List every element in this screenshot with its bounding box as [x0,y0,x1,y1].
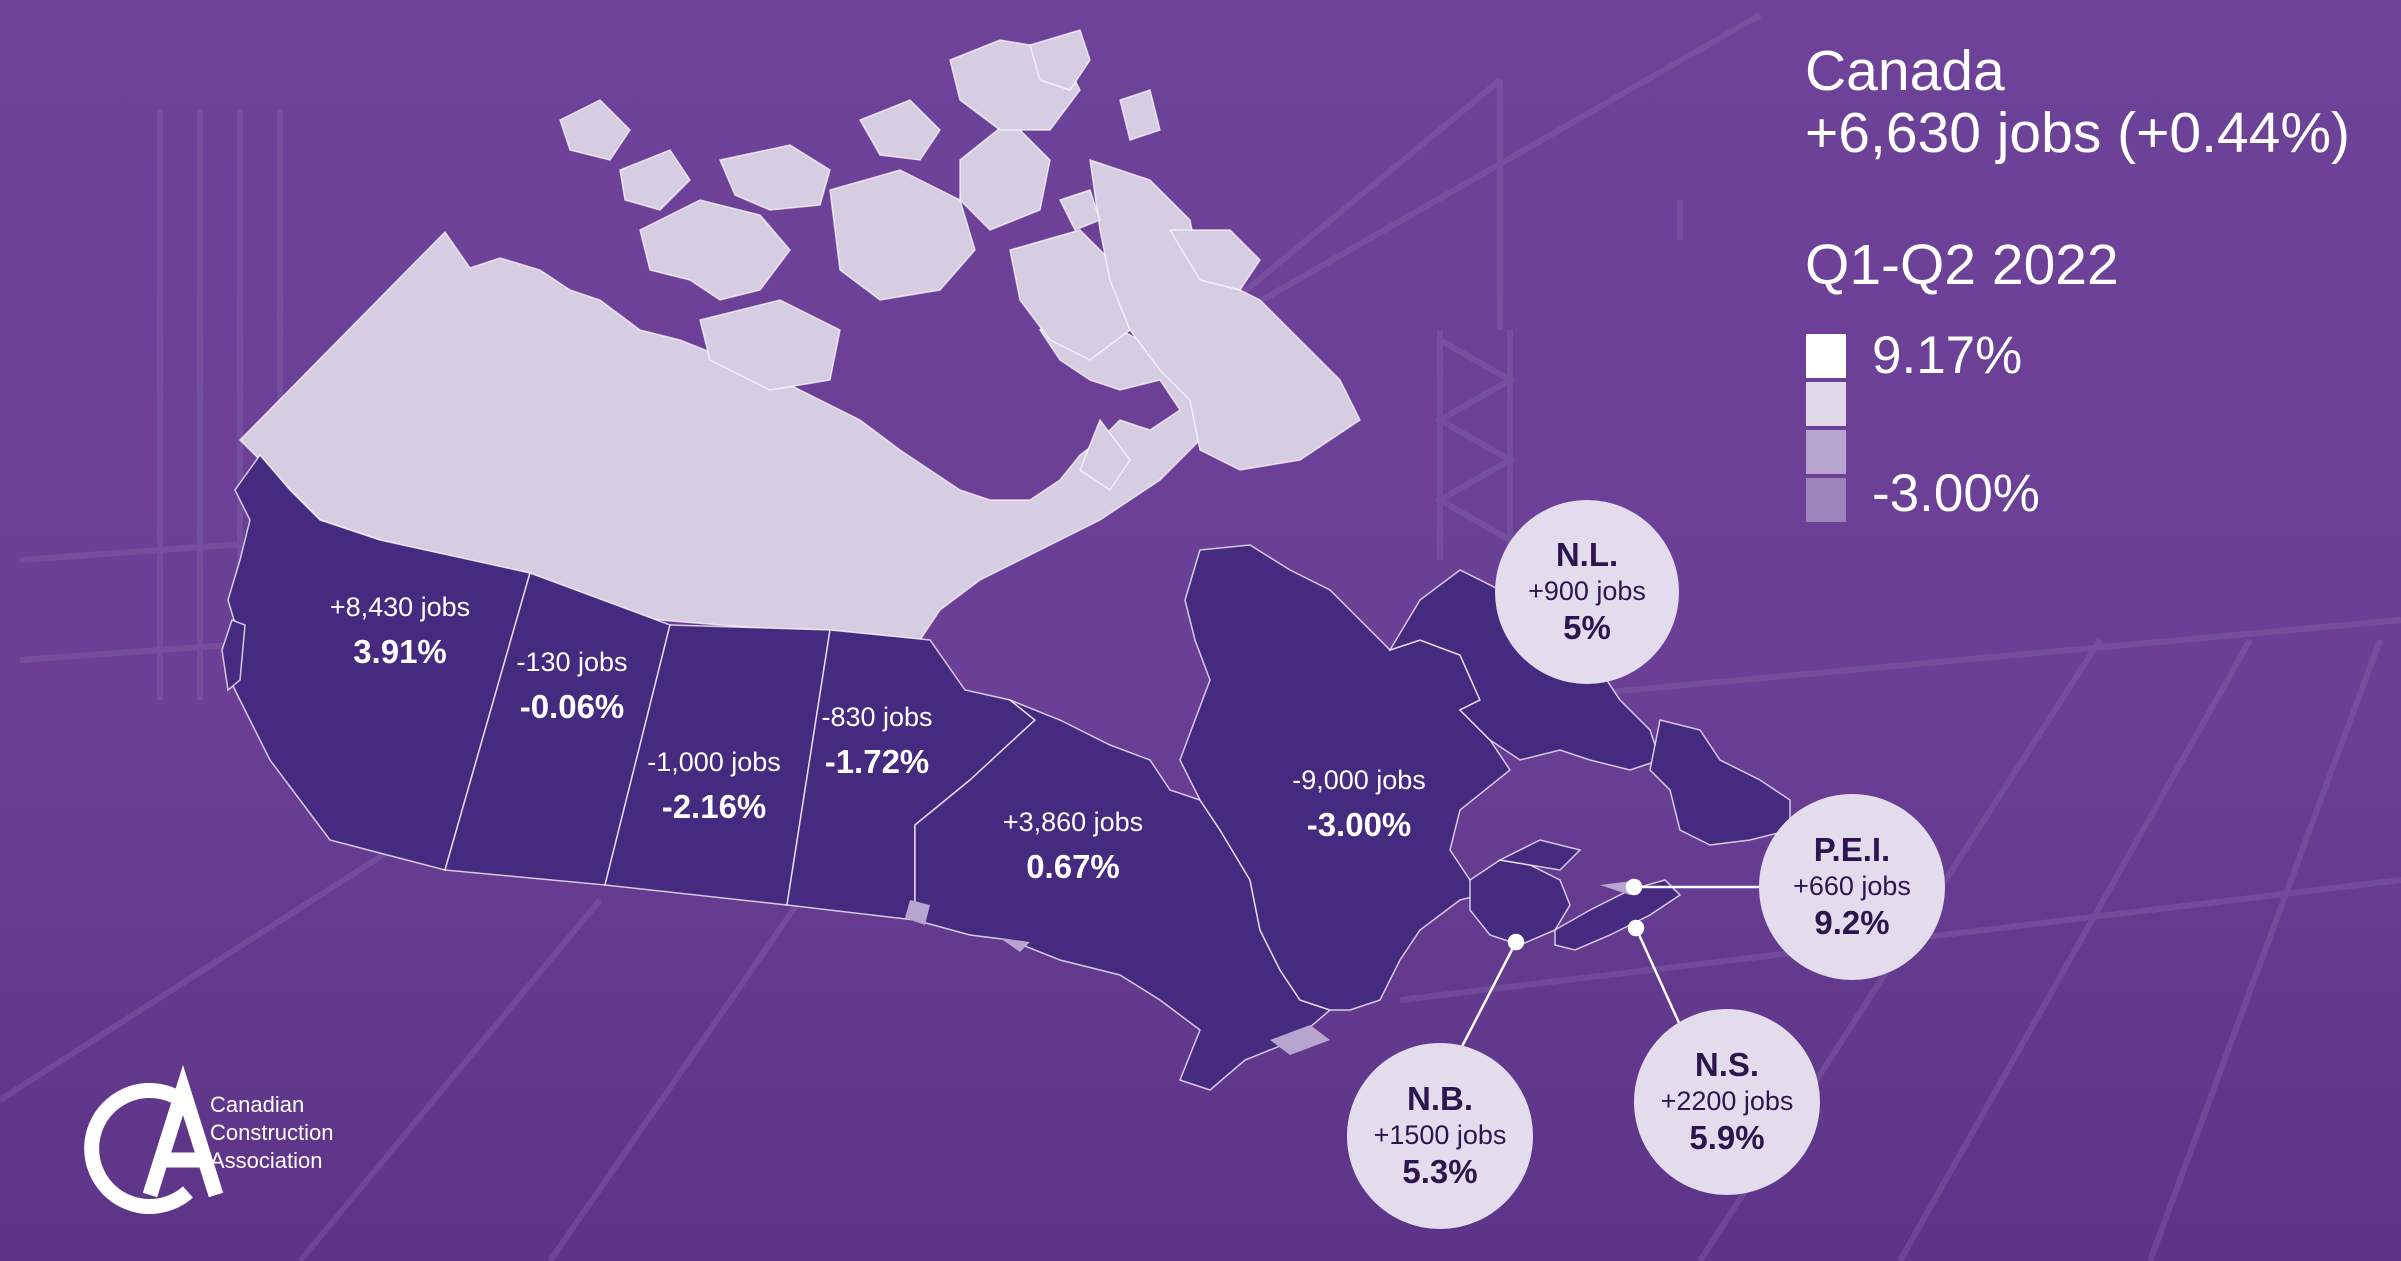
pei-pct: 9.2% [1814,904,1890,941]
legend-swatch-4 [1806,478,1846,522]
province-label-ab: -130 jobs -0.06% [516,645,627,729]
ns-pct: 5.9% [1689,1119,1765,1156]
nl-jobs: +900 jobs [1528,576,1646,606]
legend-swatch-1 [1806,334,1846,378]
mb-jobs: -830 jobs [821,702,933,732]
mb-pct: -1.72% [824,743,930,780]
vancouver-island-shape [221,619,246,692]
northern-territories [238,29,1361,641]
logo-line-1: Canadian [210,1092,305,1117]
bc-shape [227,453,531,871]
bubble-nl: N.L. +900 jobs 5% [1495,500,1679,684]
bubble-nb: N.B. +1500 jobs 5.3% [1347,1043,1533,1229]
nl-island-shape [1649,719,1791,846]
on-pct: 0.67% [1026,848,1120,885]
nb-abbr: N.B. [1407,1080,1473,1117]
leader-lines [1453,878,1760,1061]
bubble-ns: N.S. +2200 jobs 5.9% [1634,1009,1820,1195]
on-shape [914,699,1332,1091]
nb-pct: 5.3% [1402,1153,1478,1190]
country-title: Canada [1805,39,2005,103]
provinces [227,453,1791,1091]
logo-line-2: Construction [210,1120,334,1145]
nb-jobs: +1500 jobs [1373,1120,1507,1150]
bubble-pei: P.E.I. +660 jobs 9.2% [1759,794,1945,980]
province-label-sk: -1,000 jobs -2.16% [647,745,781,829]
period-title: Q1-Q2 2022 [1805,233,2119,297]
ab-pct: -0.06% [519,688,625,725]
legend-max-label: 9.17% [1872,326,2023,385]
ns-abbr: N.S. [1694,1046,1760,1083]
province-label-qc: -9,000 jobs -3.00% [1292,763,1426,847]
bc-jobs: +8,430 jobs [329,592,471,622]
province-label-bc: +8,430 jobs 3.91% [330,590,470,674]
province-label-on: +3,860 jobs 0.67% [1003,805,1143,889]
total-change: +6,630 jobs (+0.44%) [1805,101,2351,165]
cca-logo-icon [84,1064,224,1214]
logo-line-3: Association [210,1148,323,1173]
ns-shape [1554,879,1682,951]
legend-swatch-2 [1806,382,1846,426]
pei-jobs: +660 jobs [1793,871,1911,901]
sk-jobs: -1,000 jobs [647,747,781,777]
bc-pct: 3.91% [353,633,447,670]
qc-pct: -3.00% [1306,806,1412,843]
legend-min-label: -3.00% [1872,464,2040,523]
ab-jobs: -130 jobs [516,647,628,677]
nl-pct: 5% [1563,609,1611,646]
legend-swatch-3 [1806,430,1846,474]
qc-jobs: -9,000 jobs [1292,765,1426,795]
sk-pct: -2.16% [661,788,767,825]
pei-abbr: P.E.I. [1813,831,1891,868]
ns-jobs: +2200 jobs [1660,1086,1794,1116]
nl-abbr: N.L. [1555,536,1619,573]
province-label-mb: -830 jobs -1.72% [821,700,932,784]
logo-text: Canadian Construction Association [210,1091,334,1175]
on-jobs: +3,860 jobs [1002,807,1144,837]
